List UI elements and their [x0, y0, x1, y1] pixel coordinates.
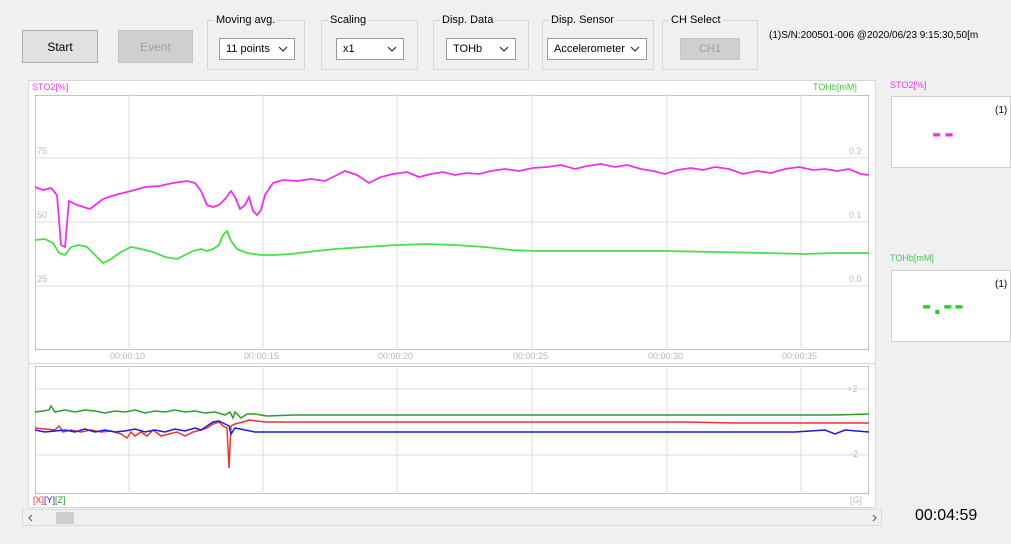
right-tick-0-2: 0.2 — [849, 146, 862, 156]
disp-sensor-value: Accelerometer — [554, 43, 625, 55]
sto2-channel-label: (1) — [995, 105, 1008, 116]
tohb-channel-label: (1) — [995, 279, 1008, 290]
disp-data-select[interactable]: TOHb — [446, 38, 516, 60]
horizontal-scrollbar[interactable] — [22, 509, 882, 526]
scrollbar-thumb[interactable] — [56, 512, 74, 524]
x-tick-35: 00:00:35 — [782, 351, 818, 361]
bottom-chart-plot — [35, 366, 869, 494]
disp-data-label: Disp. Data — [440, 14, 496, 26]
ch-select-label: CH Select — [669, 14, 723, 26]
tohb-axis-label: TOHb[mM] — [813, 82, 857, 92]
top-chart-grid — [35, 95, 869, 350]
scroll-right-icon[interactable] — [869, 513, 879, 523]
moving-avg-group: Moving avg. 11 points — [207, 14, 305, 70]
right-tick-0-0: 0.0 — [849, 274, 862, 284]
legend-z: [Z] — [55, 495, 66, 505]
right-tick-0-1: 0.1 — [849, 210, 862, 220]
chevron-down-icon — [499, 46, 509, 52]
accel-z-line — [35, 404, 869, 420]
moving-avg-select[interactable]: 11 points — [219, 38, 295, 60]
disp-data-group: Disp. Data TOHb — [433, 14, 529, 70]
sto2-value: -- — [932, 117, 957, 148]
disp-data-value: TOHb — [453, 43, 483, 55]
x-tick-15: 00:00:15 — [244, 351, 280, 361]
x-tick-25: 00:00:25 — [513, 351, 549, 361]
scroll-left-icon[interactable] — [26, 513, 36, 523]
left-tick-25: 25 — [37, 274, 48, 284]
event-button[interactable]: Event — [118, 30, 193, 63]
tohb-value: -.-- — [922, 289, 966, 320]
sto2-series-line — [35, 163, 869, 249]
bottom-unit-label: [G] — [850, 495, 863, 505]
chevron-down-icon — [278, 46, 288, 52]
side-tohb-label: TOHb[mM] — [890, 253, 934, 263]
side-sto2-label: STO2[%] — [890, 80, 927, 90]
chevron-down-icon — [387, 46, 397, 52]
axis-legend: [X][Y][Z] — [33, 495, 66, 505]
chevron-down-icon — [630, 46, 640, 52]
moving-avg-label: Moving avg. — [214, 14, 278, 26]
x-tick-10: 00:00:10 — [110, 351, 146, 361]
scaling-select[interactable]: x1 — [336, 38, 404, 60]
scaling-group: Scaling x1 — [321, 14, 418, 70]
legend-y: [Y] — [44, 495, 56, 505]
device-info: (1)S/N:200501-006 @2020/06/23 9:15:30,50… — [769, 30, 979, 41]
bottom-tick-plus2: +2 — [847, 384, 858, 394]
tohb-series-line — [35, 229, 869, 265]
top-chart-plot — [35, 95, 869, 350]
x-tick-30: 00:00:30 — [648, 351, 684, 361]
event-label: Event — [140, 39, 171, 54]
left-tick-75: 75 — [37, 146, 48, 156]
start-button[interactable]: Start — [22, 30, 98, 63]
scaling-label: Scaling — [328, 14, 369, 26]
bottom-tick-minus2: -2 — [850, 449, 859, 459]
disp-sensor-select[interactable]: Accelerometer — [547, 38, 647, 60]
x-tick-20: 00:00:20 — [378, 351, 414, 361]
start-label: Start — [47, 39, 73, 54]
moving-avg-value: 11 points — [226, 43, 270, 55]
legend-x: [X] — [33, 495, 45, 505]
disp-sensor-label: Disp. Sensor — [549, 14, 616, 26]
disp-sensor-group: Disp. Sensor Accelerometer — [542, 14, 654, 70]
scaling-value: x1 — [343, 43, 355, 55]
ch-select-group: CH Select CH1 — [662, 14, 758, 70]
ch1-button[interactable]: CH1 — [680, 38, 740, 60]
elapsed-time: 00:04:59 — [915, 507, 978, 524]
bottom-chart-grid — [35, 366, 869, 494]
left-tick-50: 50 — [37, 210, 48, 220]
bottom-chart-frame — [35, 366, 869, 494]
accel-y-line — [35, 420, 869, 436]
sto2-axis-label: STO2[%] — [32, 82, 69, 92]
tohb-value-box: (1) -.-- — [891, 270, 1011, 342]
ch1-label: CH1 — [698, 43, 721, 55]
sto2-value-box: (1) -- — [891, 96, 1011, 168]
